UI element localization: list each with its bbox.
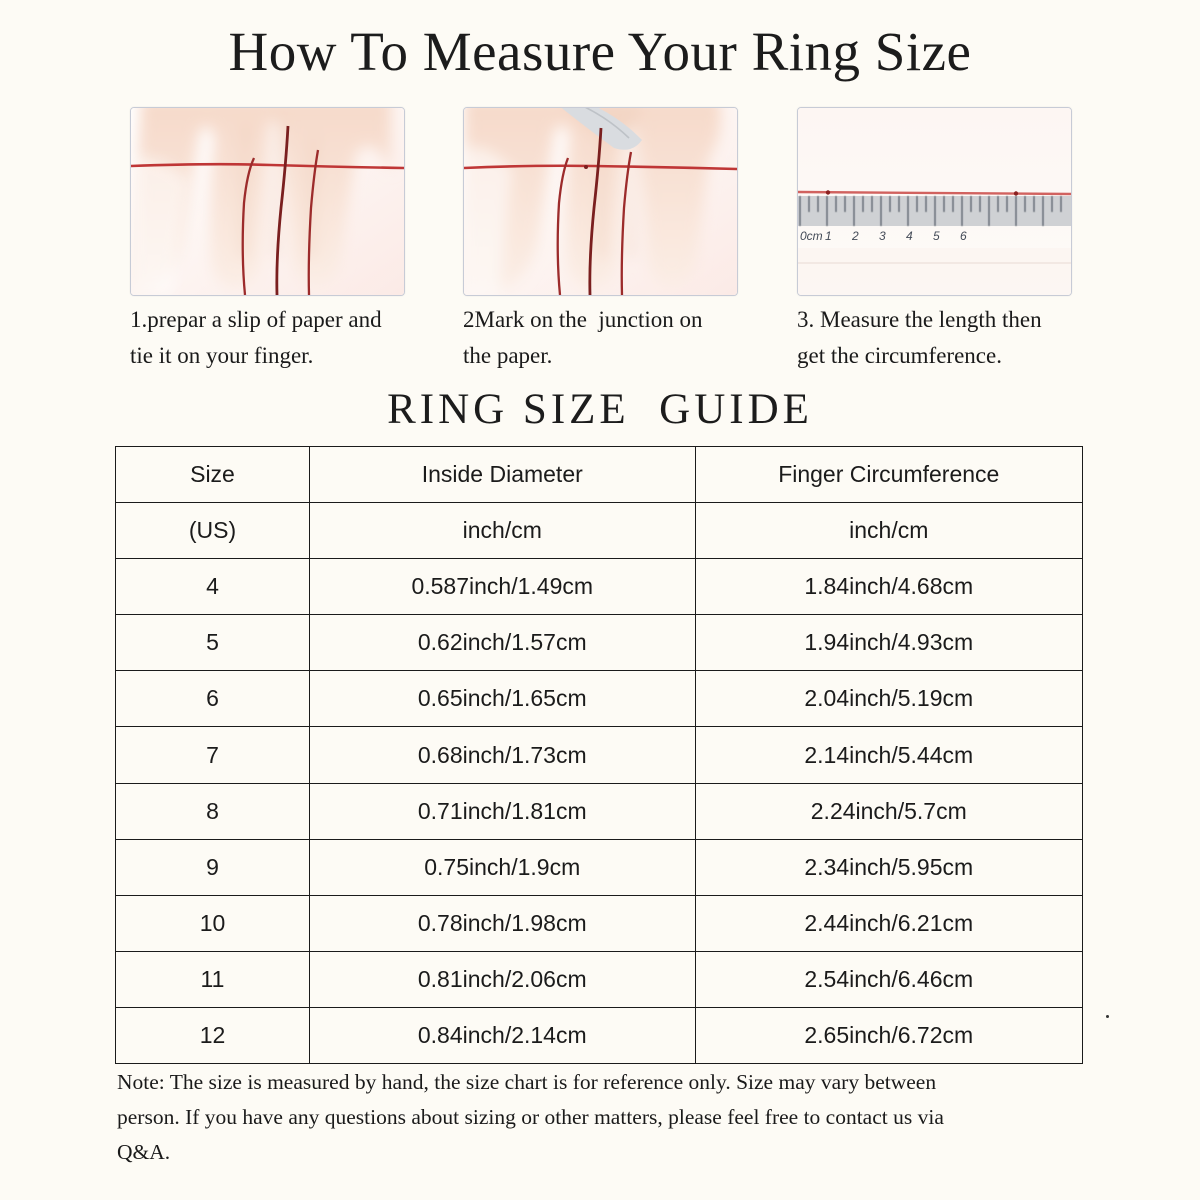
svg-text:4: 4 [906, 229, 913, 243]
svg-text:2: 2 [851, 229, 859, 243]
svg-text:5: 5 [933, 229, 940, 243]
svg-text:6: 6 [960, 229, 967, 243]
svg-text:3: 3 [879, 229, 886, 243]
svg-text:1: 1 [825, 229, 832, 243]
svg-text:0cm: 0cm [800, 229, 823, 243]
